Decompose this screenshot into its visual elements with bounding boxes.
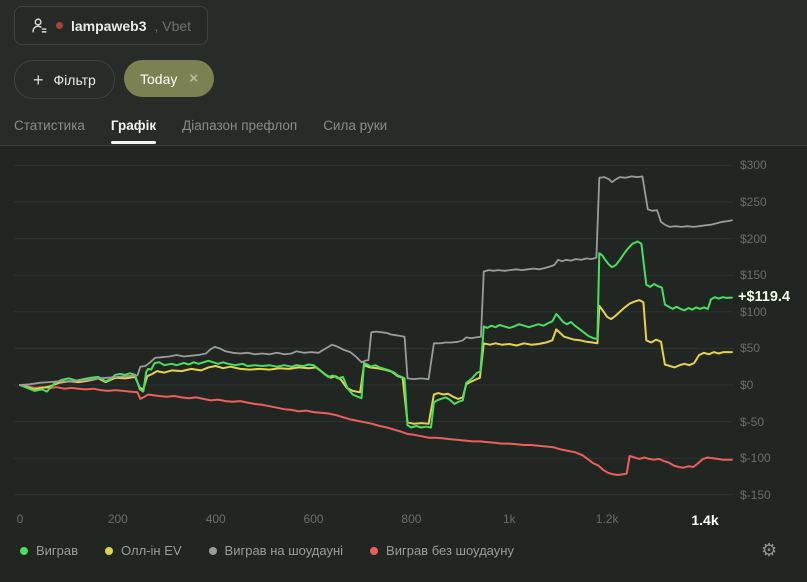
winnings-chart xyxy=(14,164,733,496)
y-tick-label: $-150 xyxy=(740,487,771,502)
y-tick-label: $50 xyxy=(740,341,761,356)
current-winnings-label: +$119.4 xyxy=(738,288,791,305)
y-tick-label: $150 xyxy=(740,268,767,283)
x-tick-label: 1.4k xyxy=(691,512,719,528)
series-line xyxy=(19,384,733,476)
player-name: lampaweb3 xyxy=(71,17,147,34)
x-tick-label: 1k xyxy=(502,512,516,526)
chart-panel xyxy=(0,146,807,582)
close-icon[interactable]: × xyxy=(189,70,199,87)
y-tick-label: $300 xyxy=(740,158,767,173)
status-dot xyxy=(56,22,63,29)
x-tick-label: 600 xyxy=(303,512,324,526)
legend-item[interactable]: Виграв xyxy=(20,543,78,558)
series-line xyxy=(19,175,733,386)
legend-dot-icon xyxy=(105,546,114,555)
tab-Діапазон префлоп[interactable]: Діапазон префлоп xyxy=(182,118,298,133)
x-tick-label: 400 xyxy=(205,512,226,526)
tab-Сила руки[interactable]: Сила руки xyxy=(323,118,388,133)
legend-label: Виграв на шоудауні xyxy=(224,543,344,558)
series-line xyxy=(19,299,733,425)
y-tick-label: $0 xyxy=(740,378,754,392)
filter-button-label: Фільтр xyxy=(53,71,96,88)
gear-icon[interactable]: ⚙ xyxy=(761,540,778,560)
tab-Статистика[interactable]: Статистика xyxy=(14,118,85,133)
series-line xyxy=(19,240,733,429)
y-tick-label: $-100 xyxy=(740,451,771,466)
chart-legend: Виграв Олл-ін EV Виграв на шоудауні Виграв … xyxy=(20,543,514,558)
x-tick-label: 800 xyxy=(401,512,422,526)
y-tick-label: $100 xyxy=(740,304,767,319)
legend-label: Олл-ін EV xyxy=(121,543,182,558)
y-tick-label: $-50 xyxy=(740,414,765,429)
legend-item[interactable]: Олл-ін EV xyxy=(105,543,182,558)
add-filter-button[interactable]: + Фільтр xyxy=(14,60,115,99)
tab-Графік[interactable]: Графік xyxy=(110,118,157,144)
plus-icon: + xyxy=(33,69,44,90)
tabs: Статистика Графік Діапазон префлоп Сила рук… xyxy=(14,118,388,144)
active-filter-chip[interactable]: Today × xyxy=(124,60,215,97)
legend-item[interactable]: Виграв без шоудауну xyxy=(370,543,514,558)
player-icon xyxy=(31,17,48,34)
x-tick-label: 200 xyxy=(107,512,128,526)
active-filter-label: Today xyxy=(140,70,178,87)
x-tick-label: 1.2k xyxy=(595,512,619,526)
player-room: , Vbet xyxy=(154,17,192,34)
legend-label: Виграв без шоудауну xyxy=(386,543,514,558)
y-tick-label: $250 xyxy=(740,195,767,209)
legend-item[interactable]: Виграв на шоудауні xyxy=(208,543,344,558)
legend-label: Виграв xyxy=(36,543,79,558)
legend-dot-icon xyxy=(20,546,28,555)
legend-dot-icon xyxy=(370,546,379,555)
player-chip[interactable]: lampaweb3 , Vbet xyxy=(14,6,209,45)
legend-dot-icon xyxy=(208,546,217,555)
x-tick-label: 0 xyxy=(16,512,24,526)
tabs-divider xyxy=(0,145,807,146)
y-tick-label: $200 xyxy=(740,231,767,246)
